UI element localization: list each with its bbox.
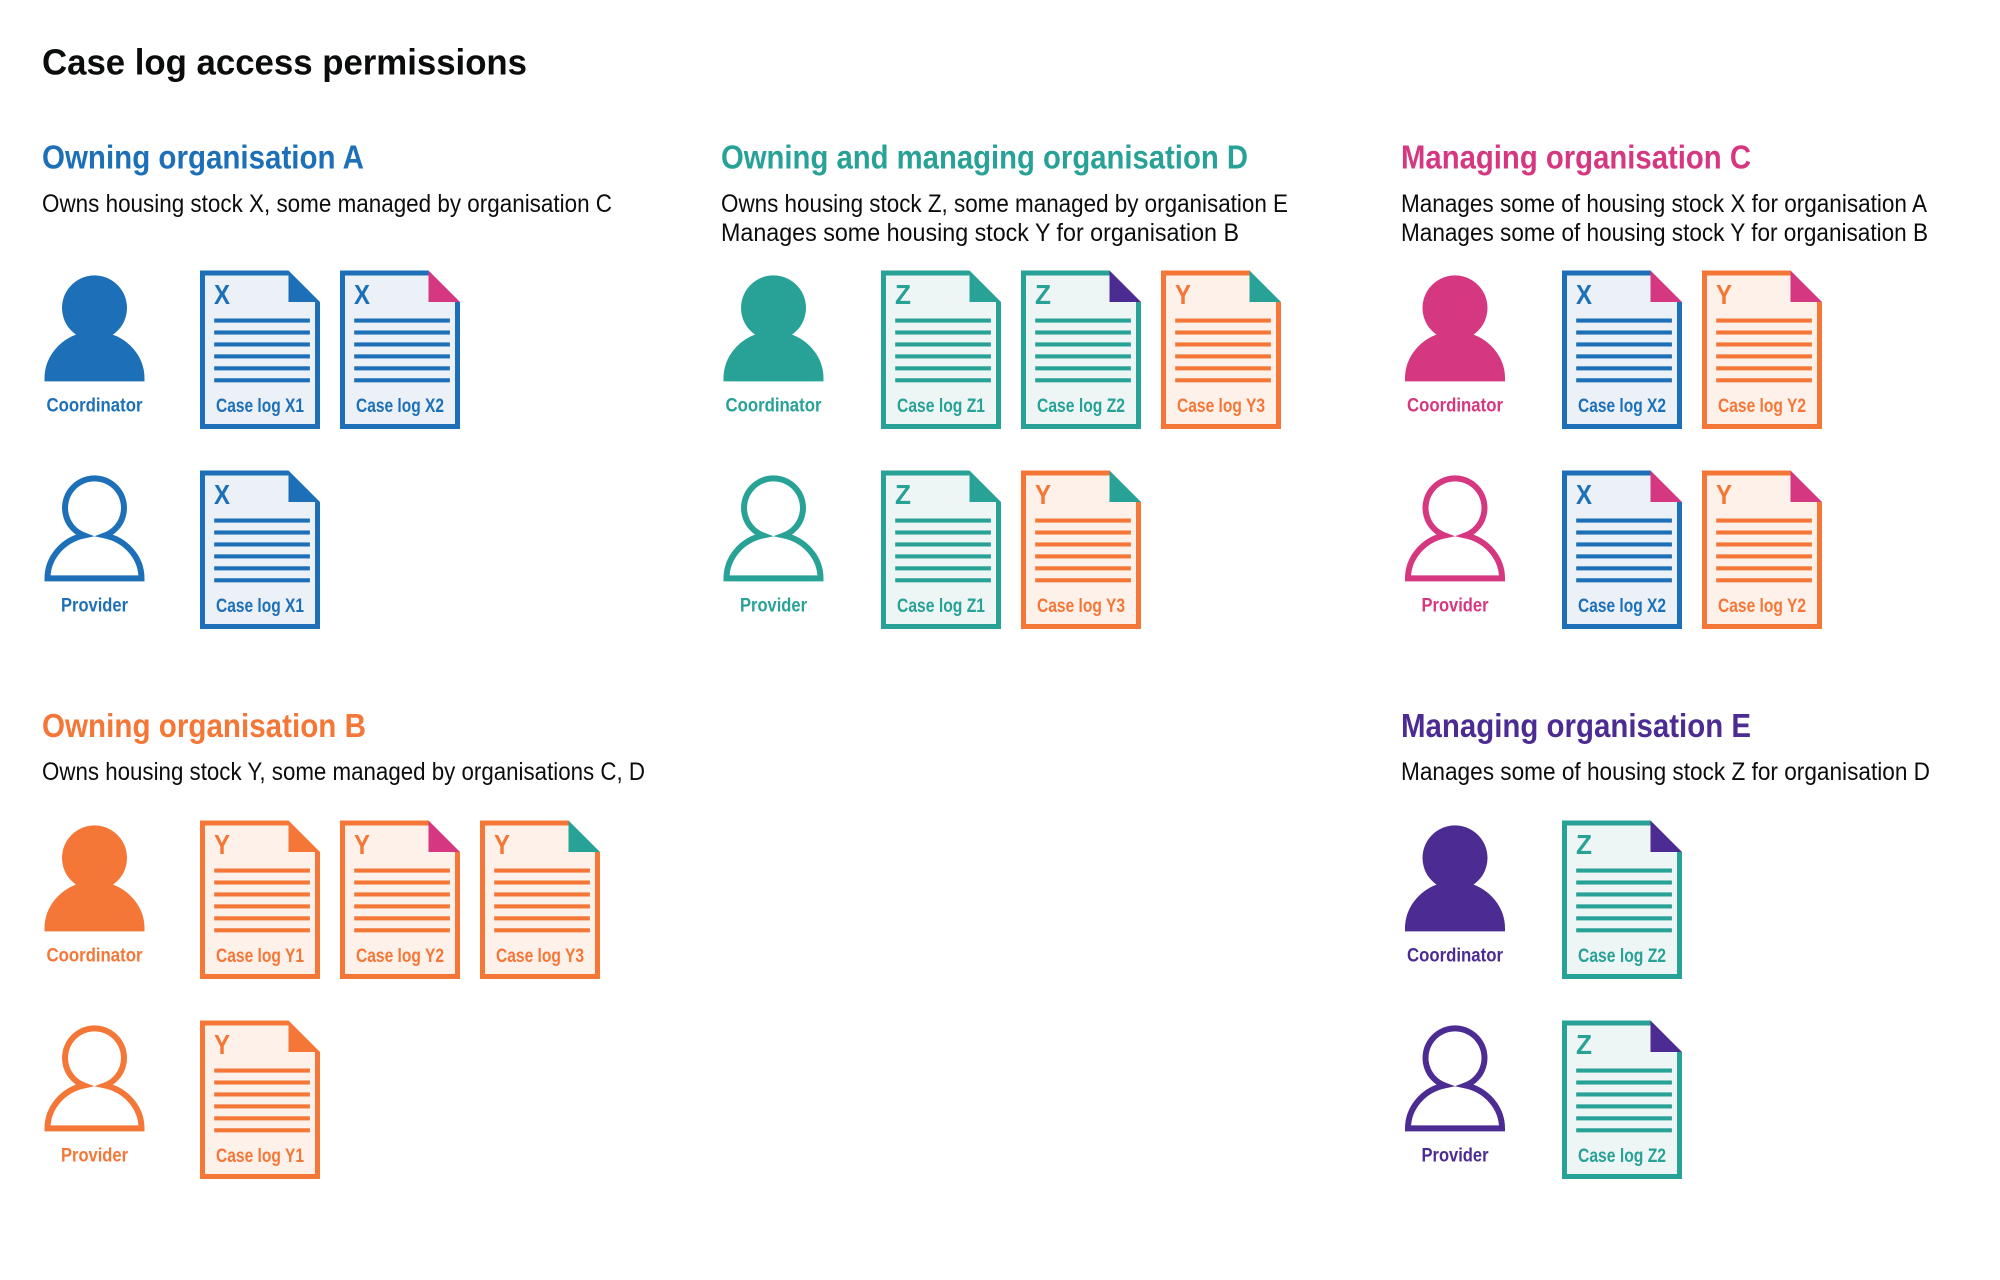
svg-text:Provider: Provider bbox=[740, 596, 808, 617]
svg-text:Case log Z2: Case log Z2 bbox=[1578, 946, 1666, 967]
svg-text:Case log Y1: Case log Y1 bbox=[216, 1146, 304, 1167]
svg-text:Case log X2: Case log X2 bbox=[1578, 596, 1666, 617]
svg-text:Coordinator: Coordinator bbox=[47, 396, 144, 417]
svg-text:Z: Z bbox=[1035, 279, 1051, 310]
svg-text:Case log Z1: Case log Z1 bbox=[897, 596, 985, 617]
svg-text:Case log Y2: Case log Y2 bbox=[1718, 396, 1806, 417]
svg-text:X: X bbox=[1576, 279, 1593, 310]
svg-text:Provider: Provider bbox=[61, 596, 129, 617]
svg-text:Y: Y bbox=[1716, 279, 1732, 310]
svg-text:Coordinator: Coordinator bbox=[1407, 946, 1504, 967]
svg-text:Provider: Provider bbox=[1422, 1146, 1490, 1167]
svg-text:Manages some housing stock Y f: Manages some housing stock Y for organis… bbox=[721, 219, 1239, 247]
svg-text:Provider: Provider bbox=[1422, 596, 1490, 617]
svg-text:Case log Z1: Case log Z1 bbox=[897, 396, 985, 417]
svg-text:Y: Y bbox=[1716, 479, 1732, 510]
svg-text:Managing organisation E: Managing organisation E bbox=[1401, 707, 1751, 744]
svg-text:X: X bbox=[1576, 479, 1593, 510]
svg-text:Case log Y3: Case log Y3 bbox=[496, 946, 584, 967]
svg-text:Case log X1: Case log X1 bbox=[216, 396, 304, 417]
svg-text:Owns housing stock X, some man: Owns housing stock X, some managed by or… bbox=[42, 190, 612, 218]
svg-text:Managing organisation C: Managing organisation C bbox=[1401, 139, 1751, 176]
svg-text:Case log Z2: Case log Z2 bbox=[1578, 1146, 1666, 1167]
svg-text:Case log Z2: Case log Z2 bbox=[1037, 396, 1125, 417]
svg-text:Owning organisation B: Owning organisation B bbox=[42, 707, 366, 744]
svg-text:Y: Y bbox=[1035, 479, 1051, 510]
svg-text:Case log X2: Case log X2 bbox=[1578, 396, 1666, 417]
svg-text:Case log access permissions: Case log access permissions bbox=[42, 42, 527, 83]
svg-text:Z: Z bbox=[1576, 829, 1592, 860]
svg-text:Coordinator: Coordinator bbox=[1407, 396, 1504, 417]
svg-text:Z: Z bbox=[1576, 1029, 1592, 1060]
svg-text:Coordinator: Coordinator bbox=[726, 396, 823, 417]
svg-text:Owning organisation A: Owning organisation A bbox=[42, 139, 364, 176]
svg-text:Z: Z bbox=[895, 279, 911, 310]
svg-text:Provider: Provider bbox=[61, 1146, 129, 1167]
svg-text:Z: Z bbox=[895, 479, 911, 510]
svg-text:Case log Y2: Case log Y2 bbox=[1718, 596, 1806, 617]
svg-text:Case log Y2: Case log Y2 bbox=[356, 946, 444, 967]
svg-text:Case log X1: Case log X1 bbox=[216, 596, 304, 617]
svg-text:Manages some of housing stock: Manages some of housing stock Z for orga… bbox=[1401, 758, 1930, 786]
svg-text:Y: Y bbox=[214, 829, 230, 860]
svg-text:Case log Y3: Case log Y3 bbox=[1037, 596, 1125, 617]
svg-text:Y: Y bbox=[214, 1029, 230, 1060]
svg-text:Owns housing stock Y, some man: Owns housing stock Y, some managed by or… bbox=[42, 758, 645, 786]
svg-text:Case log Y3: Case log Y3 bbox=[1177, 396, 1265, 417]
svg-text:X: X bbox=[214, 279, 231, 310]
svg-text:Y: Y bbox=[354, 829, 370, 860]
svg-text:Y: Y bbox=[1175, 279, 1191, 310]
svg-text:Owns housing stock Z, some man: Owns housing stock Z, some managed by or… bbox=[721, 190, 1288, 218]
svg-text:Coordinator: Coordinator bbox=[47, 946, 144, 967]
svg-text:Case log X2: Case log X2 bbox=[356, 396, 444, 417]
svg-text:X: X bbox=[214, 479, 231, 510]
svg-text:Y: Y bbox=[494, 829, 510, 860]
svg-text:Manages some of housing stock: Manages some of housing stock X for orga… bbox=[1401, 190, 1927, 218]
svg-text:Owning and managing organisati: Owning and managing organisation D bbox=[721, 139, 1248, 176]
svg-text:X: X bbox=[354, 279, 371, 310]
svg-text:Case log Y1: Case log Y1 bbox=[216, 946, 304, 967]
svg-text:Manages some of housing stock: Manages some of housing stock Y for orga… bbox=[1401, 219, 1928, 247]
